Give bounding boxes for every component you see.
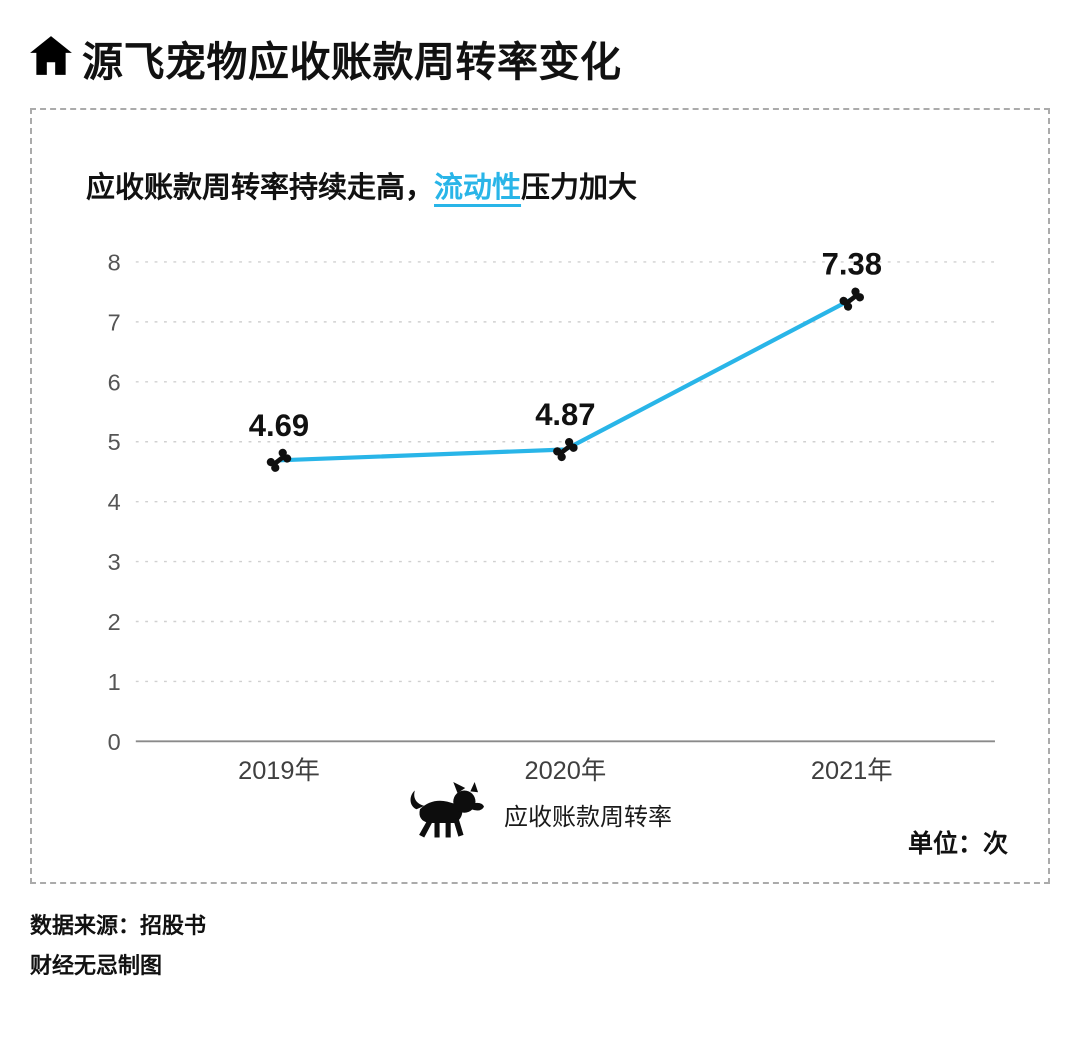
page-footer: 数据来源：招股书 财经无忌制图: [0, 884, 1080, 985]
house-icon: [28, 33, 74, 84]
subtitle-highlight: 流动性: [434, 172, 522, 204]
page-header: 源飞宠物应收账款周转率变化: [0, 0, 1080, 102]
y-tick-label: 2: [108, 609, 121, 635]
y-tick-label: 6: [108, 369, 121, 395]
chart-card: 应收账款周转率持续走高，流动性压力加大 0 1 2 3 4 5 6 7 8 4.69 4.87 7.3…: [30, 108, 1050, 884]
chart-subtitle: 应收账款周转率持续走高，流动性压力加大: [86, 164, 1010, 206]
unit-label: 单位：次: [907, 830, 1008, 858]
subtitle-post: 压力加大: [521, 172, 638, 204]
point-value-label: 4.69: [249, 408, 309, 443]
dog-icon: [408, 780, 490, 849]
subtitle-pre: 应收账款周转率持续走高，: [86, 172, 435, 204]
point-value-label: 7.38: [822, 247, 882, 282]
y-tick-label: 3: [108, 549, 121, 575]
point-value-label: 4.87: [535, 397, 595, 432]
series-line: [276, 296, 854, 463]
page-title: 源飞宠物应收账款周转率变化: [82, 39, 622, 85]
credit-line: 财经无忌制图: [30, 952, 163, 978]
bone-icon: [266, 448, 292, 472]
x-tick-label: 2019年: [238, 757, 320, 785]
line-chart: 0 1 2 3 4 5 6 7 8 4.69 4.87 7.38 2019年 2020年 2021年: [70, 230, 1010, 794]
y-tick-label: 8: [108, 249, 121, 275]
x-tick-label: 2021年: [811, 757, 893, 785]
y-tick-label: 7: [108, 309, 121, 335]
y-tick-label: 5: [108, 429, 121, 455]
bone-icon: [553, 437, 578, 462]
data-source-line: 数据来源：招股书: [30, 913, 207, 938]
y-tick-label: 4: [108, 489, 121, 515]
y-tick-label: 0: [108, 729, 121, 755]
y-tick-label: 1: [108, 669, 121, 695]
bone-icon: [839, 287, 865, 311]
chart-legend: 应收账款周转率: [70, 780, 1010, 849]
legend-label: 应收账款周转率: [504, 804, 672, 831]
chart-svg: 0 1 2 3 4 5 6 7 8 4.69 4.87 7.38 2019年 2020年 2021年: [108, 247, 995, 785]
x-tick-label: 2020年: [524, 757, 606, 785]
